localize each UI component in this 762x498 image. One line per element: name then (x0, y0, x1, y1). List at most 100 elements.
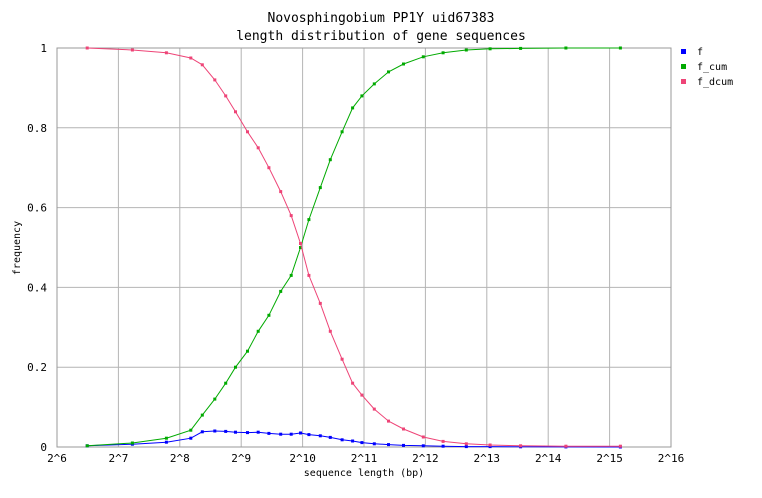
data-point (519, 444, 523, 448)
data-point (289, 432, 293, 436)
data-point (421, 55, 425, 59)
data-point (256, 430, 260, 434)
legend: f f_cum f_dcum (681, 47, 733, 88)
chart-subtitle: length distribution of gene sequences (236, 29, 526, 44)
data-point (618, 444, 622, 448)
ticks: 2^6 2^7 2^8 2^9 2^10 2^11 2^12 2^13 2^14 2^15 2^16… (27, 42, 684, 465)
x-tick-label: 2^9 (231, 452, 251, 465)
data-point (464, 442, 468, 446)
legend-label: f (697, 47, 703, 58)
data-point (279, 289, 283, 293)
data-point (372, 407, 376, 411)
data-point (164, 440, 168, 444)
data-point (279, 432, 283, 436)
data-point (164, 51, 168, 55)
data-point (441, 439, 445, 443)
data-point (189, 428, 193, 432)
data-point (318, 186, 322, 190)
data-point (464, 48, 468, 52)
series-line (87, 430, 621, 448)
data-point (387, 419, 390, 423)
data-point (488, 47, 492, 51)
x-tick-label: 2^14 (535, 452, 562, 465)
data-point (130, 48, 134, 52)
data-point (441, 444, 445, 448)
data-point (279, 190, 283, 194)
y-axis-label: frequency (12, 221, 23, 275)
plot-frame (56, 47, 672, 448)
data-point (299, 242, 302, 245)
data-point (372, 442, 376, 446)
data-point (340, 438, 344, 442)
data-point (421, 435, 425, 439)
legend-label: f_dcum (697, 77, 733, 88)
x-tick-label: 2^8 (170, 452, 190, 465)
data-point (564, 444, 568, 448)
y-tick-label: 0.6 (27, 202, 47, 215)
data-point (267, 431, 271, 435)
grid (57, 48, 671, 447)
data-point (360, 393, 364, 397)
data-point (372, 82, 376, 86)
data-point (200, 430, 204, 434)
data-point (402, 427, 405, 431)
data-point (488, 445, 492, 449)
data-point (213, 397, 217, 401)
data-point (351, 106, 355, 110)
data-point (360, 94, 364, 98)
data-point (340, 130, 344, 134)
data-point (234, 365, 237, 369)
data-point (164, 436, 168, 440)
data-point (318, 301, 322, 305)
data-point (234, 110, 237, 114)
data-point (267, 313, 271, 317)
data-point (299, 431, 302, 435)
y-tick-label: 0 (40, 441, 47, 454)
data-point (224, 381, 228, 385)
data-point (130, 441, 134, 445)
x-tick-label: 2^13 (474, 452, 501, 465)
x-tick-label: 2^15 (596, 452, 623, 465)
data-point (85, 444, 89, 448)
data-point (564, 46, 568, 50)
y-tick-label: 0.4 (27, 281, 47, 294)
y-tick-label: 1 (40, 42, 47, 55)
data-point (387, 443, 390, 447)
data-point (307, 218, 311, 222)
y-tick-label: 0.8 (27, 122, 47, 135)
legend-marker (681, 79, 686, 84)
data-point (351, 381, 355, 385)
data-point (618, 46, 622, 50)
series-line (87, 47, 621, 447)
data-point (256, 146, 260, 150)
data-point (318, 434, 322, 438)
data-point (289, 214, 293, 218)
data-point (488, 443, 492, 447)
data-point (224, 94, 228, 98)
legend-marker (681, 64, 686, 69)
data-point (234, 430, 237, 434)
data-point (267, 166, 271, 170)
data-point (402, 443, 405, 447)
data-point (246, 431, 249, 435)
data-point (200, 413, 204, 417)
data-point (189, 436, 193, 440)
chart-title: Novosphingobium PP1Y uid67383 (268, 11, 495, 26)
series-line (87, 47, 621, 447)
x-tick-label: 2^16 (658, 452, 685, 465)
x-tick-label: 2^7 (108, 452, 128, 465)
data-point (360, 441, 364, 445)
data-point (307, 273, 311, 277)
x-axis-label: sequence length (bp) (304, 468, 424, 479)
data-point (328, 329, 332, 333)
data-point (256, 329, 260, 333)
data-point (441, 51, 445, 55)
data-point (464, 445, 468, 449)
data-point (387, 70, 390, 74)
data-point (224, 429, 228, 433)
data-point (299, 246, 302, 249)
series-layer (85, 46, 622, 449)
data-point (328, 435, 332, 439)
data-point (213, 429, 217, 433)
